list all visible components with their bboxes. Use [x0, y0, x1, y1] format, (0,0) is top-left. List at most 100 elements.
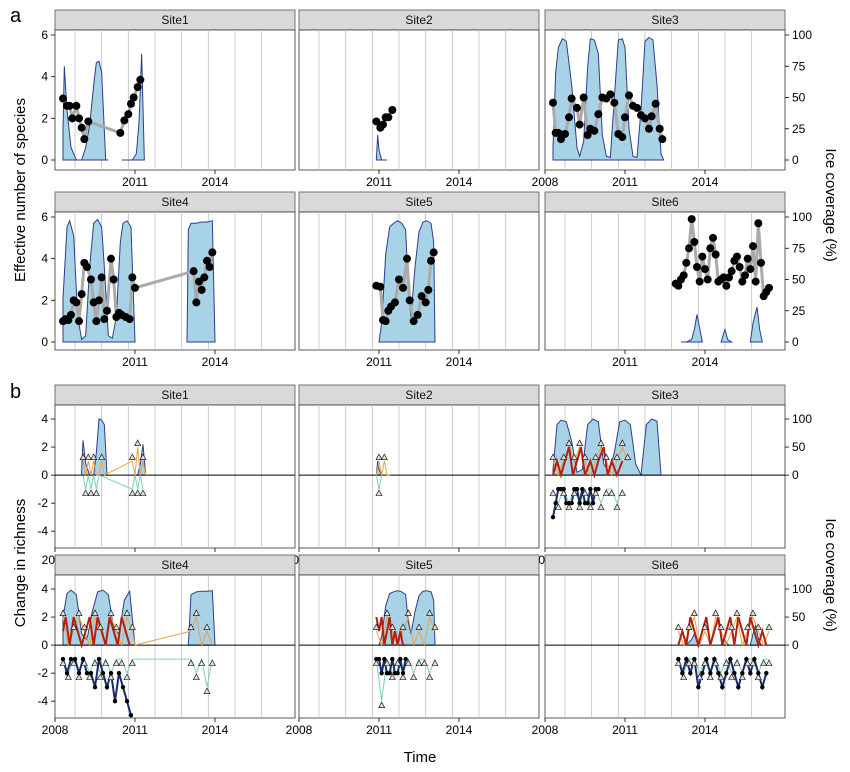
species-point [727, 267, 736, 276]
species-point [133, 83, 142, 92]
facets-layer: Site1 0 2 4 6 2011 2014 Site2 2011 2014 Site3 0 25 50… [37, 9, 812, 737]
change-marker [59, 659, 67, 666]
change-marker [59, 609, 67, 616]
facet-strip-label: Site5 [405, 195, 433, 209]
species-point [641, 114, 649, 123]
species-point [606, 90, 615, 99]
gains-dark-line [62, 616, 131, 649]
loss-point [744, 656, 749, 662]
plot-area [544, 211, 786, 351]
species-point [200, 273, 209, 282]
change-marker [576, 503, 584, 510]
y2-tick-label: 50 [792, 273, 806, 287]
y-tick-label: 2 [41, 440, 48, 454]
species-point [413, 310, 422, 319]
change-marker [565, 439, 573, 446]
y2-tick-label: 100 [792, 412, 812, 426]
species-point [59, 94, 67, 103]
species-point [567, 94, 576, 103]
species-point [625, 91, 633, 100]
species-point [757, 258, 765, 267]
loss-point [84, 670, 90, 676]
change-marker [608, 489, 616, 496]
loss-point [752, 656, 757, 662]
loss-point [128, 712, 134, 718]
species-point [651, 99, 660, 108]
change-marker [586, 503, 594, 510]
facet-strip-label: Site1 [161, 388, 189, 402]
x-tick-label: 2014 [692, 175, 719, 189]
y-tick-label: 6 [41, 210, 48, 224]
y-tick-label: 2 [41, 610, 48, 624]
species-point [208, 248, 217, 257]
y-tick-label: 6 [41, 28, 48, 42]
change-marker [618, 489, 626, 496]
change-marker [749, 659, 757, 666]
species-point [429, 248, 438, 257]
species-point [554, 128, 563, 137]
change-marker [592, 453, 600, 460]
species-point [97, 273, 106, 282]
y2-tick-label: 0 [792, 153, 799, 167]
change-marker [96, 673, 104, 680]
change-marker [744, 659, 752, 666]
species-point [409, 317, 418, 326]
y-tick-label: 0 [41, 638, 48, 652]
y2-tick-label: 75 [792, 59, 806, 73]
panel-a-ylabel-left: Effective number of species [12, 98, 29, 282]
species-point [129, 93, 138, 102]
change-marker [613, 503, 621, 510]
x-tick-label: 2014 [446, 175, 473, 189]
x-tick-label: 2011 [366, 175, 392, 189]
change-marker [123, 609, 131, 616]
change-marker [717, 623, 725, 630]
loss-point [72, 656, 78, 662]
change-marker [415, 623, 423, 630]
change-marker [420, 659, 428, 666]
x-tick-label: 2014 [692, 723, 719, 737]
gains-light-line [375, 460, 390, 476]
species-point [679, 271, 688, 280]
change-marker [570, 489, 578, 496]
loss-point [569, 500, 574, 506]
y-tick-label: 4 [41, 252, 48, 266]
change-marker [92, 489, 100, 496]
x-tick-label: 2008 [532, 175, 559, 189]
change-marker [70, 659, 78, 666]
y-tick-label: 4 [41, 582, 48, 596]
loss-point [577, 500, 582, 506]
y2-tick-label: 0 [792, 335, 799, 349]
change-marker [602, 489, 610, 496]
species-point [746, 265, 755, 274]
change-marker [690, 659, 698, 666]
species-path [62, 252, 214, 323]
y-tick-label: 2 [41, 293, 48, 307]
change-marker [570, 453, 578, 460]
losses-light-line [375, 475, 383, 490]
plot-area [298, 29, 540, 171]
change-marker [80, 623, 88, 630]
species-point [674, 281, 683, 290]
x-tick-label: 2011 [122, 175, 148, 189]
facet-a-site3: Site3 0 25 50 75 100 2008 2011 2014 [532, 9, 812, 189]
change-marker [426, 609, 434, 616]
species-point [706, 244, 715, 253]
change-marker [733, 659, 741, 666]
ice-coverage-area [681, 314, 703, 343]
loss-point [736, 684, 741, 690]
y-tick-label: -2 [37, 666, 48, 680]
change-marker [733, 609, 741, 616]
change-marker [139, 453, 147, 460]
change-marker [624, 453, 632, 460]
losses-light-line [82, 474, 144, 490]
change-marker [613, 453, 621, 460]
y2-tick-label: 25 [792, 122, 806, 136]
y2-tick-label: 100 [792, 210, 812, 224]
species-point [733, 252, 741, 261]
y-tick-label: 2 [41, 111, 48, 125]
change-marker [722, 659, 730, 666]
species-point [698, 252, 707, 261]
change-marker [128, 623, 136, 630]
species-point [83, 263, 91, 271]
